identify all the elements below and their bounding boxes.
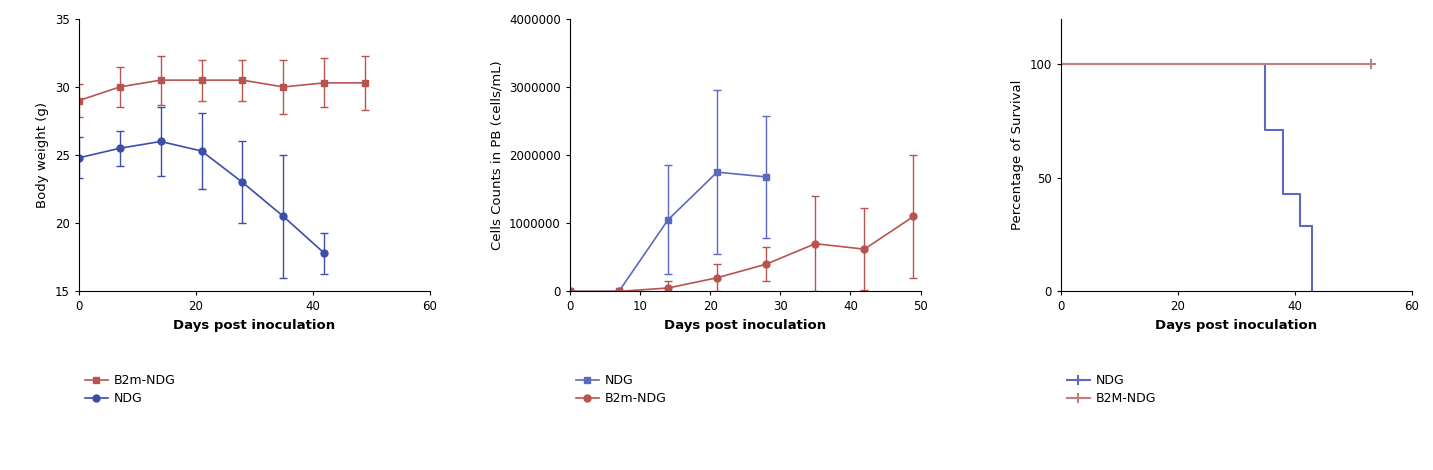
Legend: B2m-NDG, NDG: B2m-NDG, NDG [85, 374, 176, 405]
NDG [1291, 223, 1308, 228]
B2M-NDG [1052, 62, 1069, 67]
Y-axis label: Cells Counts in PB (cells/mL): Cells Counts in PB (cells/mL) [490, 60, 503, 250]
Legend: NDG, B2m-NDG: NDG, B2m-NDG [576, 374, 666, 405]
B2M-NDG [1304, 62, 1321, 67]
NDG [1257, 62, 1274, 67]
NDG [1304, 289, 1321, 294]
X-axis label: Days post inoculation: Days post inoculation [1155, 319, 1317, 332]
NDG [1304, 223, 1321, 228]
NDG [1274, 127, 1291, 133]
X-axis label: Days post inoculation: Days post inoculation [663, 319, 827, 332]
X-axis label: Days post inoculation: Days post inoculation [173, 319, 335, 332]
Line: NDG: NDG [1060, 64, 1313, 291]
Y-axis label: Body weight (g): Body weight (g) [36, 102, 49, 208]
NDG [1291, 191, 1308, 196]
Legend: NDG, B2M-NDG: NDG, B2M-NDG [1068, 374, 1156, 405]
NDG [1052, 62, 1069, 67]
Y-axis label: Percentage of Survival: Percentage of Survival [1010, 80, 1025, 230]
NDG [1257, 127, 1274, 133]
B2M-NDG [1361, 62, 1379, 67]
NDG [1274, 191, 1291, 196]
